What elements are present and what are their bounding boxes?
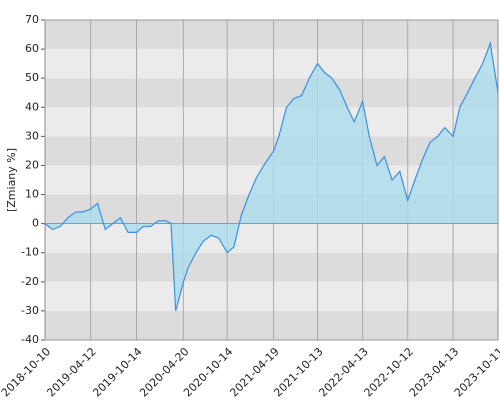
y-tick-label: 10 xyxy=(25,188,39,201)
grid-band xyxy=(45,281,498,311)
area xyxy=(45,43,498,311)
grid-band xyxy=(45,20,498,50)
grid-band xyxy=(45,310,498,340)
grid-band xyxy=(45,223,498,253)
y-tick-label: -20 xyxy=(21,275,39,288)
y-tick-label: -30 xyxy=(21,304,39,317)
y-tick-label: -10 xyxy=(21,246,39,259)
y-tick-label: 60 xyxy=(25,42,39,55)
y-axis-label: [Zmiany %] xyxy=(5,148,18,212)
grid-band xyxy=(45,49,498,79)
x-tick-label: 2019-10-14 xyxy=(90,345,144,399)
y-tick-label: 20 xyxy=(25,158,39,171)
y-tick-label: 50 xyxy=(25,71,39,84)
line xyxy=(44,40,499,312)
grid-band xyxy=(45,107,498,137)
y-tick-label: 0 xyxy=(32,217,39,230)
y-tick-label: 30 xyxy=(25,129,39,142)
y-tick-label: 40 xyxy=(25,100,39,113)
plot-frame xyxy=(44,19,499,341)
grid-band xyxy=(45,252,498,282)
grid-band xyxy=(45,78,498,108)
y-tick-label: -40 xyxy=(21,333,39,346)
y-tick-label: 70 xyxy=(25,13,39,26)
